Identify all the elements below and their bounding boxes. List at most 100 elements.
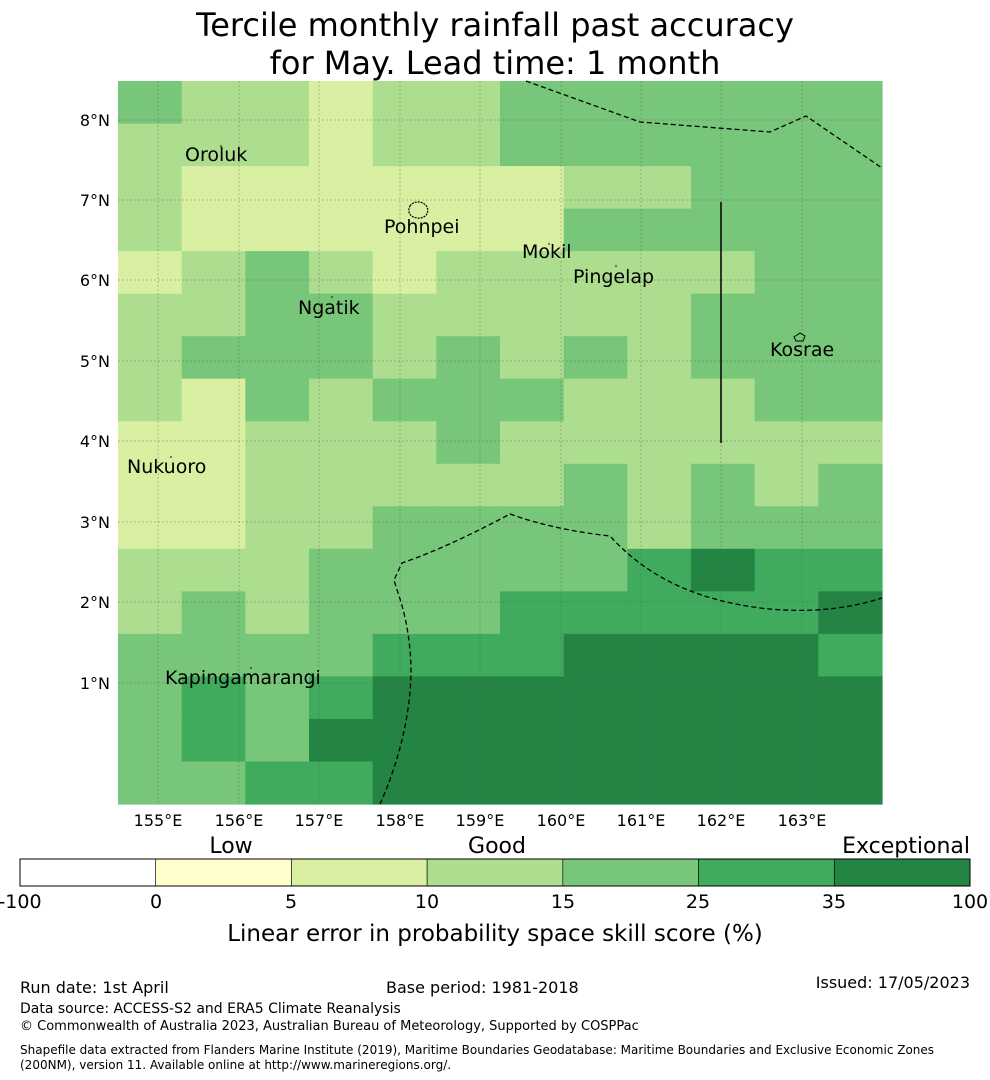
skill-cell [691, 81, 756, 125]
skill-cell [500, 421, 565, 465]
skill-cell [818, 761, 883, 805]
skill-cell [436, 166, 501, 210]
skill-cell [563, 633, 628, 678]
colorbar-bin [155, 858, 292, 887]
skill-cell [436, 463, 501, 507]
skill-cell [309, 633, 374, 678]
skill-cell [372, 251, 437, 295]
skill-cell [372, 506, 437, 550]
lon-tick-label: 157°E [295, 811, 344, 830]
skill-cell [500, 633, 565, 678]
skill-cell [245, 718, 310, 763]
skill-cell [563, 761, 628, 805]
skill-cell [691, 591, 756, 635]
eez-boundaries [379, 80, 883, 805]
skill-cell [309, 548, 374, 592]
skill-cell [118, 506, 183, 550]
skill-cell [563, 166, 628, 210]
skill-cell [754, 548, 819, 592]
category-label-low: Low [209, 834, 252, 859]
skill-cell [436, 718, 501, 763]
skill-cell [818, 463, 883, 507]
data-source: Data source: ACCESS-S2 and ERA5 Climate … [20, 1001, 401, 1017]
skill-cell [691, 718, 756, 763]
eez-boundary-south [379, 513, 883, 805]
skill-cell [309, 421, 374, 465]
skill-cell [436, 633, 501, 678]
skill-cell [245, 336, 310, 380]
pohnpei-island-outline [408, 201, 429, 219]
nukuoro-marker [170, 456, 172, 458]
skill-cell [818, 81, 883, 125]
title-line-2: for May. Lead time: 1 month [269, 44, 721, 82]
skill-cell [818, 718, 883, 763]
shapefile-credit: Shapefile data extracted from Flanders M… [20, 1043, 935, 1072]
skill-cell [245, 81, 310, 125]
skill-cell [500, 761, 565, 805]
lon-tick-label: 159°E [456, 811, 505, 830]
colorbar-ticks: -100 0 5 10 15 25 35 100 [0, 891, 988, 913]
skill-cell [563, 421, 628, 465]
skill-cell [500, 548, 565, 592]
skill-cell [245, 293, 310, 337]
skill-cell [181, 676, 246, 720]
skill-cell [436, 293, 501, 337]
category-label-exceptional: Exceptional [842, 834, 970, 859]
skill-cell [118, 123, 183, 167]
skill-cell [754, 81, 819, 125]
skill-cell [754, 208, 819, 252]
skill-cell [309, 506, 374, 550]
lat-tick-label: 2°N [80, 593, 110, 612]
skill-cell [627, 761, 692, 805]
skill-cell [691, 336, 756, 380]
title-line-1: Tercile monthly rainfall past accuracy [196, 6, 794, 44]
colorbar-tick-label: 10 [415, 891, 439, 913]
skill-cell [563, 208, 628, 252]
skill-cell [563, 293, 628, 337]
place-label-kosrae: Kosrae [770, 339, 834, 361]
skill-cell [563, 251, 628, 295]
skill-cell [627, 633, 692, 678]
skill-cell [181, 633, 246, 678]
skill-cell [627, 293, 692, 337]
skill-cell [691, 378, 756, 422]
skill-cell [181, 506, 246, 550]
colorbar-tick-label: 0 [150, 891, 162, 913]
skill-cell [309, 591, 374, 635]
skill-cell [627, 718, 692, 763]
skill-cell [181, 81, 246, 125]
skill-cell [754, 123, 819, 167]
skill-cell [436, 676, 501, 720]
skill-cell [754, 633, 819, 678]
skill-cell [818, 293, 883, 337]
skill-cell [818, 378, 883, 422]
skill-cell [627, 251, 692, 295]
skill-cell [436, 251, 501, 295]
skill-cell [181, 548, 246, 592]
place-label-oroluk: Oroluk [185, 144, 247, 166]
skill-cell [118, 463, 183, 507]
skill-cell [818, 506, 883, 550]
atoll-markers [170, 145, 617, 669]
skill-cell [309, 166, 374, 210]
skill-cell [118, 633, 183, 678]
colorbar-tick-label: 5 [285, 891, 297, 913]
skill-cell [245, 166, 310, 210]
skill-cell [372, 293, 437, 337]
skill-cell [372, 378, 437, 422]
colorbar-bin [833, 858, 971, 887]
skill-cell [818, 548, 883, 592]
issued-date: Issued: 17/05/2023 [815, 973, 970, 992]
skill-cell [436, 81, 501, 125]
graticule [118, 81, 882, 804]
skill-cell [245, 123, 310, 167]
lat-tick-label: 1°N [80, 674, 110, 693]
skill-cell [754, 506, 819, 550]
skill-cell [372, 123, 437, 167]
skill-cell [118, 591, 183, 635]
skill-cell [691, 208, 756, 252]
colorbar [19, 858, 971, 887]
skill-cell [691, 251, 756, 295]
skill-cell [309, 676, 374, 720]
kapingamarangi-marker [250, 667, 252, 669]
